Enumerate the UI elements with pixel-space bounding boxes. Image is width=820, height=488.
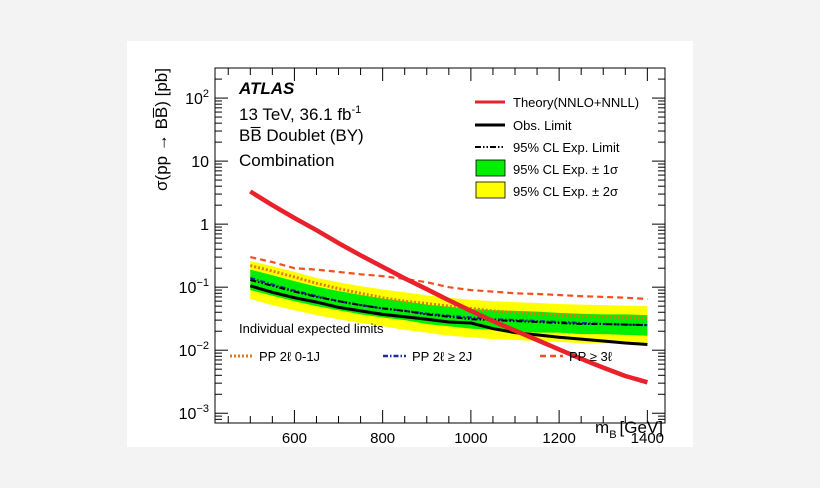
axis-ticks: [215, 67, 665, 424]
model-label: BB̅ Doublet (BY): [239, 126, 364, 145]
x-tick-label: 600: [282, 430, 307, 447]
pp3l-line: [250, 256, 648, 301]
legend-label-band2: 95% CL Exp. ± 2σ: [513, 184, 618, 199]
energy-label: 13 TeV, 36.1 fb-1: [239, 104, 361, 124]
y-tick-label: 10: [191, 154, 209, 171]
x-tick-label: 1000: [454, 430, 487, 447]
bottom-legend-label-pp2l01j: PP 2ℓ 0-1J: [259, 349, 320, 364]
legend: Theory(NNLO+NNLL) Obs. Limit 95% CL Exp.…: [475, 95, 639, 199]
x-axis-title: mB [GeV]: [595, 418, 663, 441]
y-tick-label: 10−3: [179, 403, 209, 423]
observed-limit-line: [249, 284, 648, 346]
x-tick-labels: 600 800 1000 1200 1400: [282, 430, 664, 447]
band-one-sigma: [250, 269, 648, 336]
y-tick-labels: 10−3 10−2 10−1 1 10 102: [179, 88, 209, 423]
y-axis-title: σ(pp → BB̅) [pb]: [152, 68, 171, 191]
legend-label-exp: 95% CL Exp. Limit: [513, 140, 620, 155]
y-tick-label: 1: [200, 217, 209, 234]
y-tick-label: 10−1: [179, 277, 209, 297]
individual-limits-title: Individual expected limits: [239, 321, 384, 336]
legend-swatch-band1: [475, 159, 506, 177]
theory-curve: [249, 189, 649, 385]
plot-frame: [214, 67, 666, 424]
x-tick-label: 1400: [631, 430, 664, 447]
x-tick-label: 800: [370, 430, 395, 447]
bands-layer: [250, 261, 648, 346]
legend-swatch-band2: [475, 181, 506, 199]
bottom-legend-label-pp3l: PP ≥ 3ℓ: [569, 349, 613, 364]
bottom-legend: PP 2ℓ 0-1J PP 2ℓ ≥ 2J PP ≥ 3ℓ: [230, 349, 613, 364]
y-tick-label: 10−2: [179, 340, 209, 360]
pp2l-01j-line: [249, 264, 648, 320]
legend-label-obs: Obs. Limit: [513, 118, 572, 133]
y-tick-label: 102: [185, 88, 209, 108]
pp2l-2j-line: [249, 276, 648, 327]
legend-label-theory: Theory(NNLO+NNLL): [513, 95, 639, 110]
atlas-label: ATLAS: [238, 79, 295, 98]
x-tick-label: 1200: [542, 430, 575, 447]
limit-plot: 600 800 1000 1200 1400 10−3 10−2 10−1 1 10 102 AT…: [152, 67, 666, 447]
legend-label-band1: 95% CL Exp. ± 1σ: [513, 162, 618, 177]
expected-limit-line: [250, 279, 648, 327]
analysis-label: Combination: [239, 151, 334, 170]
plot-canvas: 600 800 1000 1200 1400 10−3 10−2 10−1 1 10 102 AT…: [127, 41, 693, 447]
bottom-legend-label-pp2l2j: PP 2ℓ ≥ 2J: [412, 349, 472, 364]
curves-layer: [249, 189, 649, 385]
